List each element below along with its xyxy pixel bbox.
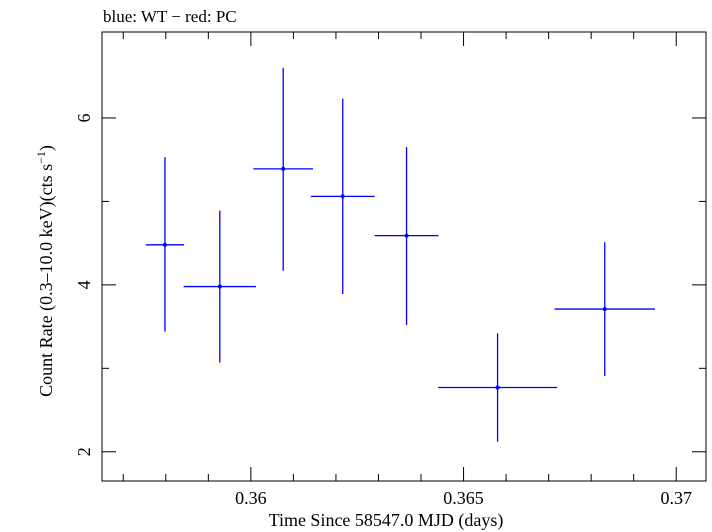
data-point — [310, 98, 375, 295]
data-point — [183, 210, 256, 363]
x-tick-label: 0.37 — [660, 488, 692, 508]
data-marker — [340, 194, 345, 199]
data-point — [554, 242, 655, 376]
data-point — [438, 333, 558, 442]
y-axis-label-exponent: −1 — [34, 151, 48, 164]
axis-ticks — [102, 32, 706, 481]
data-marker — [602, 307, 607, 312]
x-tick-label: 0.36 — [235, 488, 267, 508]
data-point — [253, 67, 313, 271]
x-axis-label: Time Since 58547.0 MJD (days) — [269, 510, 504, 531]
y-axis-label: Count Rate (0.3–10.0 keV)(cts s−1) — [34, 145, 57, 397]
y-axis-label-main: Count Rate (0.3–10.0 keV)(cts s — [36, 164, 57, 397]
data-marker — [495, 385, 500, 390]
data-marker — [404, 233, 409, 238]
data-marker — [217, 284, 222, 289]
data-point — [374, 147, 439, 325]
data-marker — [162, 242, 167, 247]
y-tick-label: 2 — [74, 447, 94, 456]
y-tick-label: 4 — [74, 280, 94, 289]
data-marker — [281, 166, 286, 171]
data-point — [145, 157, 185, 332]
data-points — [145, 67, 655, 442]
y-tick-label: 6 — [74, 113, 94, 122]
x-tick-label: 0.365 — [443, 488, 484, 508]
y-axis-label-close: ) — [36, 145, 57, 151]
plot-frame — [101, 31, 707, 482]
tick-labels: 0.36 0.365 0.37 2 4 6 — [74, 113, 692, 508]
chart-title: blue: WT − red: PC — [103, 7, 237, 26]
